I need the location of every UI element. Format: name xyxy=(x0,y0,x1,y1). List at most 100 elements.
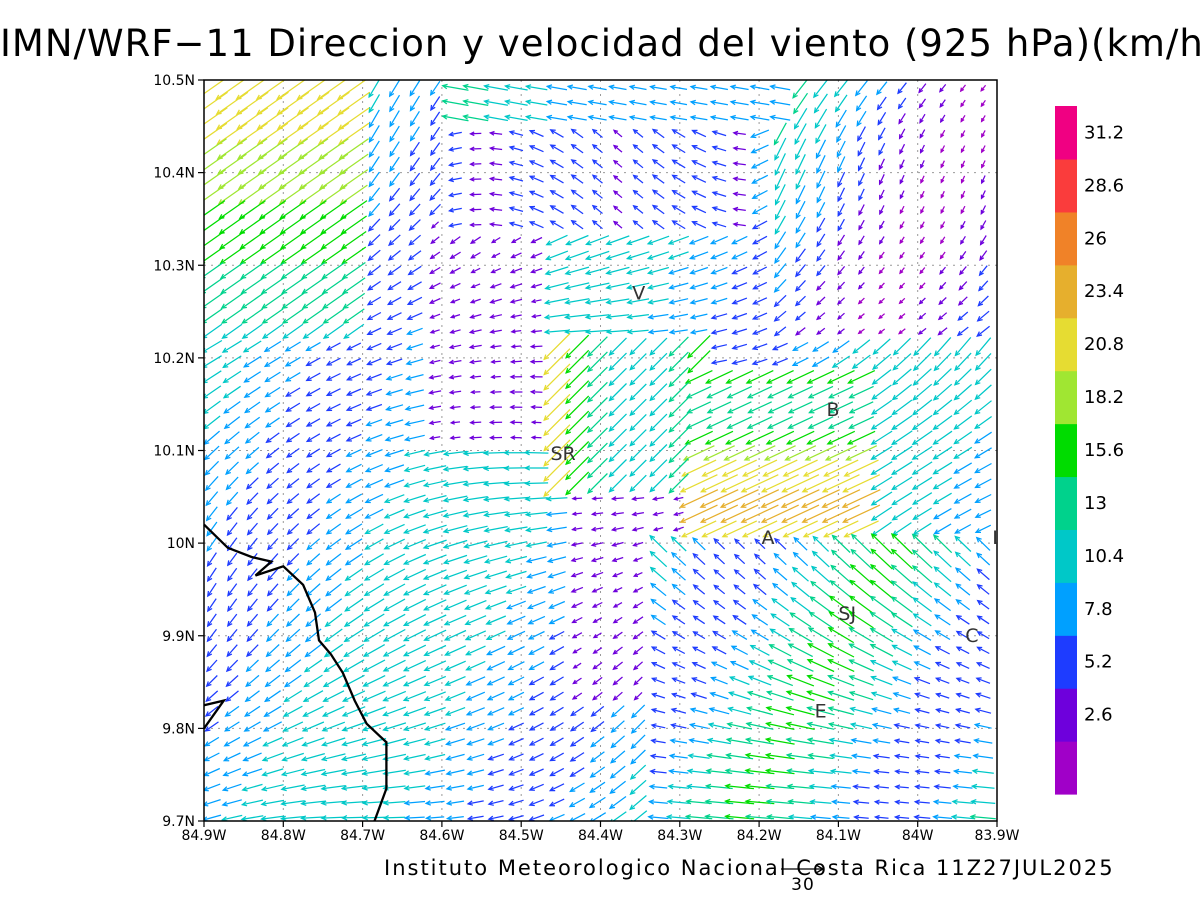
wind-vector-head xyxy=(691,190,698,196)
wind-vector-head xyxy=(527,619,534,625)
wind-vector-head xyxy=(224,696,232,703)
wind-vector xyxy=(980,115,986,123)
wind-vector xyxy=(320,230,347,250)
wind-vector-shaft xyxy=(326,463,341,473)
wind-vector-shaft xyxy=(550,190,564,199)
wind-vector-shaft xyxy=(247,537,258,551)
wind-vector xyxy=(549,129,564,138)
wind-vector-head xyxy=(586,366,593,373)
wind-vector xyxy=(422,599,447,611)
wind-vector xyxy=(218,200,246,220)
wind-vector xyxy=(647,329,669,335)
wind-vector-shaft xyxy=(670,329,688,334)
wind-vector xyxy=(385,389,403,396)
wind-vector-head xyxy=(464,650,472,656)
wind-vector-head xyxy=(442,450,450,457)
wind-vector-head xyxy=(710,299,717,305)
wind-vector-head xyxy=(341,726,348,732)
wind-vector-head xyxy=(771,582,779,589)
wind-vector-shaft xyxy=(751,144,769,154)
wind-vector xyxy=(671,567,686,581)
wind-vector-head xyxy=(710,314,717,320)
wind-vector-head xyxy=(464,620,471,626)
wind-vector-head xyxy=(612,129,619,135)
wind-vector xyxy=(404,389,424,396)
wind-vector xyxy=(586,336,608,358)
wind-vector xyxy=(691,190,707,199)
wind-vector-shaft xyxy=(261,277,285,294)
wind-vector-shaft xyxy=(652,174,665,184)
wind-vector-shaft xyxy=(505,511,528,516)
wind-vector xyxy=(891,660,912,671)
wind-vector-head xyxy=(325,482,333,489)
wind-vector-head xyxy=(649,425,656,432)
wind-vector-head xyxy=(720,517,727,523)
wind-vector-head xyxy=(671,615,678,621)
wind-vector xyxy=(749,99,770,106)
wind-vector-head xyxy=(224,438,231,445)
wind-vector-shaft xyxy=(613,175,623,183)
wind-vector-shaft xyxy=(531,299,542,303)
wind-vector xyxy=(524,511,548,517)
wind-vector xyxy=(960,99,966,108)
wind-vector-shaft xyxy=(247,613,259,627)
wind-vector-shaft xyxy=(700,504,739,523)
wind-vector-head xyxy=(548,619,555,625)
wind-vector-head xyxy=(801,517,808,523)
wind-vector-shaft xyxy=(629,85,647,91)
wind-vector-shaft xyxy=(774,326,787,336)
wind-vector xyxy=(692,615,706,625)
wind-vector xyxy=(810,580,832,598)
wind-vector xyxy=(920,206,925,215)
wind-vector-shaft xyxy=(323,323,344,339)
wind-vector xyxy=(911,565,933,584)
wind-vector-head xyxy=(506,619,513,625)
wind-vector-head xyxy=(510,253,516,259)
wind-vector-shaft xyxy=(795,169,806,189)
wind-vector-shaft xyxy=(467,722,485,731)
wind-vector-head xyxy=(977,300,984,307)
wind-vector xyxy=(259,230,286,250)
wind-vector-shaft xyxy=(261,292,284,309)
wind-vector-shaft xyxy=(424,675,447,686)
wind-vector-shaft xyxy=(700,489,739,508)
wind-vector-head xyxy=(789,612,796,618)
wind-vector xyxy=(299,215,327,235)
wind-vector-head xyxy=(367,270,374,276)
wind-vector-head xyxy=(587,84,594,90)
wind-vector-shaft xyxy=(632,526,644,531)
wind-vector-shaft xyxy=(526,85,548,91)
wind-vector-shaft xyxy=(429,266,441,274)
wind-vector-shaft xyxy=(366,449,383,457)
wind-vector-head xyxy=(509,404,515,410)
wind-vector xyxy=(827,627,855,644)
wind-vector-head xyxy=(732,206,739,212)
wind-vector-head xyxy=(816,167,822,175)
wind-vector xyxy=(442,510,468,519)
wind-vector-head xyxy=(524,496,531,502)
wind-vector xyxy=(730,645,748,656)
wind-vector-head xyxy=(843,532,850,538)
wind-vector xyxy=(701,459,737,477)
wind-vector-head xyxy=(671,599,678,605)
wind-vector-head xyxy=(870,454,877,460)
wind-vector-shaft xyxy=(260,246,285,264)
wind-vector xyxy=(828,385,854,399)
wind-vector xyxy=(587,114,607,121)
wind-vector xyxy=(488,419,503,425)
wind-vector-head xyxy=(752,254,759,260)
wind-vector-shaft xyxy=(844,520,879,538)
wind-vector xyxy=(530,420,542,425)
wind-vector-head xyxy=(773,301,780,308)
wind-vector-head xyxy=(890,596,897,602)
wind-vector-shaft xyxy=(227,552,238,566)
wind-vector xyxy=(650,630,666,640)
wind-vector-head xyxy=(320,228,327,235)
wind-vector xyxy=(444,660,466,671)
wind-vector-shaft xyxy=(403,644,427,657)
wind-vector-head xyxy=(323,651,330,658)
wind-vector xyxy=(382,706,407,717)
wind-vector xyxy=(978,265,988,277)
wind-vector xyxy=(305,357,321,367)
wind-vector-shaft xyxy=(463,466,488,470)
